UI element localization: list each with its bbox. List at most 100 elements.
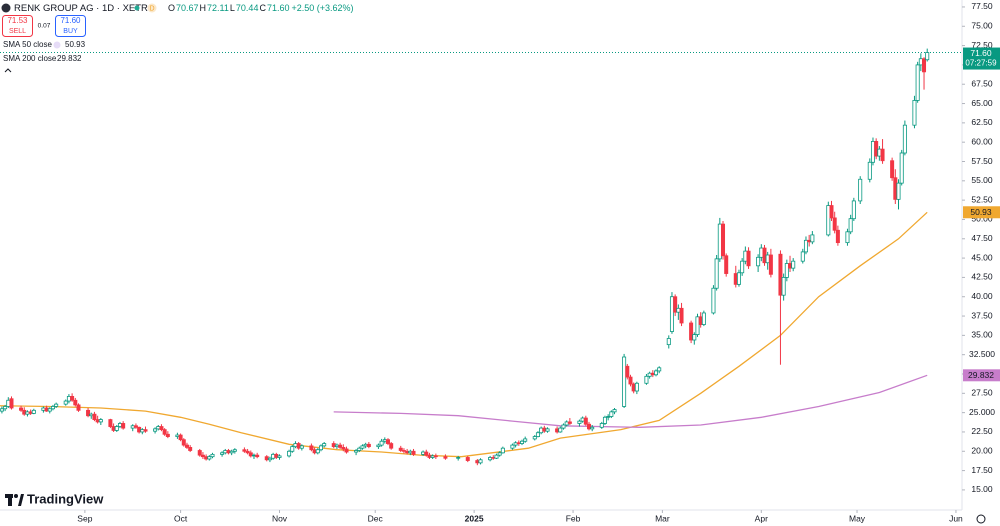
y-tick-label: 65.00 bbox=[971, 98, 993, 108]
brand-name[interactable]: TradingView bbox=[27, 491, 104, 506]
candle-body bbox=[874, 141, 879, 157]
candle-body bbox=[360, 445, 365, 449]
candle-body bbox=[880, 148, 885, 162]
candle-body bbox=[746, 250, 751, 267]
candle-body bbox=[535, 432, 540, 437]
candle-body bbox=[293, 443, 298, 448]
candle-body bbox=[140, 429, 145, 433]
symbol-title[interactable]: RENK GROUP AG · 1D · XETR bbox=[14, 3, 148, 14]
candle-body bbox=[143, 429, 148, 432]
y-tick-label: 32.500 bbox=[969, 349, 995, 359]
candle-body bbox=[44, 407, 49, 412]
ohlc-label: O bbox=[168, 3, 175, 13]
spread: 0.07 bbox=[38, 23, 51, 30]
candle-body bbox=[625, 365, 630, 378]
candle-body bbox=[918, 58, 923, 66]
candle-body bbox=[25, 411, 30, 415]
y-tick-label: 60.00 bbox=[971, 136, 993, 146]
candle-body bbox=[494, 454, 499, 459]
candle-body bbox=[111, 426, 116, 431]
sma-badge-label: 50.93 bbox=[970, 207, 992, 217]
candle-body bbox=[510, 444, 515, 449]
candle-body bbox=[497, 452, 502, 456]
candle-body bbox=[245, 450, 250, 454]
candle-body bbox=[724, 255, 729, 274]
y-tick-label: 52.50 bbox=[971, 194, 993, 204]
candle-body bbox=[870, 141, 875, 163]
y-tick-label: 57.50 bbox=[971, 156, 993, 166]
ohlc-value: 70.67 bbox=[176, 3, 199, 13]
candle-body bbox=[899, 152, 904, 184]
candle-body bbox=[695, 316, 700, 335]
settings-button[interactable] bbox=[976, 514, 986, 524]
candle-body bbox=[768, 254, 773, 275]
buy-button[interactable] bbox=[55, 15, 86, 37]
candle-body bbox=[354, 450, 359, 453]
candle-body bbox=[564, 421, 569, 426]
legend-sma200-name[interactable]: SMA 200 close bbox=[3, 54, 57, 63]
candle-body bbox=[331, 443, 336, 448]
candle-body bbox=[165, 433, 170, 437]
candle-body bbox=[344, 448, 349, 453]
candle-body bbox=[0, 408, 4, 412]
market-status[interactable] bbox=[134, 5, 140, 11]
candle-body bbox=[845, 231, 850, 244]
candle-body bbox=[558, 427, 563, 433]
ohlc-label: C bbox=[259, 3, 266, 13]
candle-body bbox=[22, 409, 27, 415]
candle-body bbox=[915, 64, 920, 101]
candle-body bbox=[318, 445, 323, 451]
collapse-legend[interactable] bbox=[4, 68, 12, 73]
candle-body bbox=[832, 217, 837, 231]
ohlc-label: H bbox=[200, 3, 207, 13]
candle-body bbox=[338, 444, 343, 448]
candle-body bbox=[382, 439, 387, 442]
candle-body bbox=[204, 456, 209, 460]
candle-body bbox=[622, 356, 627, 407]
y-tick-label: 72.50 bbox=[971, 40, 993, 50]
candle-body bbox=[430, 455, 435, 458]
y-tick-label: 55.00 bbox=[971, 175, 993, 185]
candle-body bbox=[376, 444, 381, 448]
candle-body bbox=[86, 409, 91, 417]
candle-body bbox=[121, 423, 126, 429]
sma-badge bbox=[963, 369, 1000, 382]
candle-body bbox=[312, 449, 317, 454]
brand-logo bbox=[18, 494, 24, 506]
candle-body bbox=[676, 307, 681, 313]
ohlc-values: O 70.67 H 72.11 L 70.44 C 71.60 +2.50 (+3.62%) bbox=[168, 3, 354, 13]
candle-body bbox=[443, 456, 448, 459]
candle-body bbox=[357, 447, 362, 451]
interval-badge[interactable] bbox=[147, 3, 157, 13]
candle-body bbox=[130, 425, 135, 429]
sell-button[interactable] bbox=[2, 15, 33, 37]
candle-body bbox=[654, 370, 659, 376]
legend-sma50-icon[interactable] bbox=[53, 41, 61, 49]
y-tick-label: 42.50 bbox=[971, 272, 993, 282]
candle-body bbox=[207, 456, 212, 460]
candle-body bbox=[267, 457, 272, 461]
candle-body bbox=[762, 247, 767, 264]
candle-body bbox=[781, 277, 786, 296]
candle-body bbox=[47, 408, 52, 412]
candle-body bbox=[717, 223, 722, 260]
candle-body bbox=[290, 446, 295, 452]
candle-body bbox=[334, 444, 339, 448]
x-tick-label: Sep bbox=[77, 513, 92, 523]
candle-body bbox=[248, 452, 253, 457]
candle-body bbox=[3, 406, 8, 410]
sell-price: 71.53 bbox=[7, 16, 28, 25]
candle-body bbox=[114, 426, 119, 431]
candle-body bbox=[181, 439, 186, 446]
ohlc-value: 70.44 bbox=[236, 3, 259, 13]
candle-body bbox=[647, 372, 652, 377]
candle-body bbox=[28, 411, 33, 414]
legend-sma200-value: 29.832 bbox=[57, 54, 82, 63]
legend-sma50-name[interactable]: SMA 50 close bbox=[3, 40, 52, 49]
candle-body bbox=[178, 434, 183, 441]
candle-body bbox=[433, 455, 438, 458]
y-tick-label: 37.50 bbox=[971, 310, 993, 320]
candle-body bbox=[583, 417, 588, 425]
candle-body bbox=[858, 178, 863, 202]
candle-body bbox=[197, 450, 202, 456]
